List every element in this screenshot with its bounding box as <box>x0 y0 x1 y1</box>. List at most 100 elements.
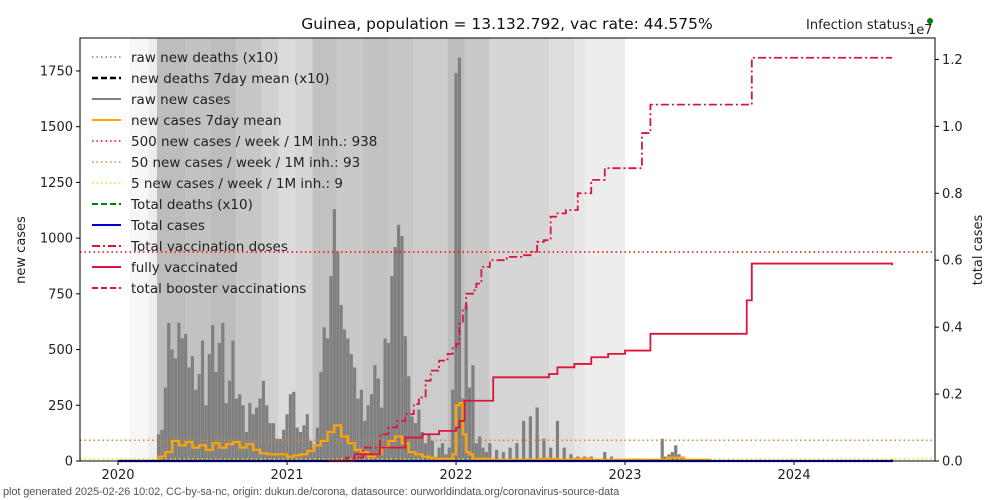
raw-new-cases-bar <box>170 349 174 461</box>
legend: raw new deaths (x10) new deaths 7day mean… <box>92 50 377 297</box>
chart-title: Guinea, population = 13.132.792, vac rat… <box>301 15 713 33</box>
raw-new-cases-bar <box>569 454 573 461</box>
y-tick-label: 250 <box>48 399 73 414</box>
raw-new-cases-bar <box>214 371 218 461</box>
legend-label: raw new cases <box>131 92 230 108</box>
raw-new-cases-bar <box>359 389 363 461</box>
y-tick-label-right: 0.8 <box>942 187 963 202</box>
raw-new-cases-bar <box>424 443 428 461</box>
raw-new-cases-bar <box>217 342 222 461</box>
raw-new-cases-bar <box>332 209 336 461</box>
legend-label: 50 new cases / week / 1M inh.: 93 <box>131 155 360 171</box>
raw-new-cases-bar <box>184 333 188 461</box>
y-tick-label-right: 0.6 <box>942 254 963 269</box>
raw-new-cases-bar <box>484 452 489 461</box>
raw-new-cases-bar <box>447 447 451 461</box>
background-band <box>413 38 448 461</box>
raw-new-cases-bar <box>238 394 242 461</box>
legend-label: 500 new cases / week / 1M inh.: 938 <box>131 134 377 150</box>
raw-new-cases-bar <box>234 398 238 461</box>
raw-new-cases-bar <box>325 338 330 461</box>
raw-new-cases-bar <box>501 452 505 461</box>
raw-new-cases-bar <box>241 405 245 461</box>
raw-new-cases-bar <box>302 425 306 461</box>
raw-new-cases-bar <box>282 429 286 461</box>
x-tick-label: 2024 <box>778 468 811 483</box>
raw-new-cases-bar <box>173 358 178 461</box>
new-cases-7day-mean-line <box>118 401 711 463</box>
background-band <box>278 38 296 461</box>
raw-new-cases-bar <box>464 304 468 461</box>
raw-new-cases-bar <box>396 224 401 461</box>
raw-new-cases-bar <box>336 251 340 461</box>
plot-frame <box>79 37 936 462</box>
raw-new-cases-bar <box>369 394 374 461</box>
background-band <box>489 38 549 461</box>
raw-new-cases-bar <box>194 389 198 461</box>
y-tick-label: 1500 <box>40 120 73 135</box>
background-band <box>584 38 626 461</box>
raw-new-cases-bar <box>163 387 167 461</box>
raw-new-cases-bar <box>224 403 228 461</box>
raw-new-cases-bar <box>407 376 411 461</box>
y-axis-title-right: total cases <box>971 215 986 286</box>
footer-credit: plot generated 2025-02-26 10:02, CC-by-s… <box>3 486 620 498</box>
raw-new-cases-bar <box>410 416 414 461</box>
raw-new-cases-bar <box>417 409 421 461</box>
raw-new-cases-bar <box>156 434 161 461</box>
raw-new-cases-bar <box>366 405 370 461</box>
legend-label: raw new deaths (x10) <box>131 50 278 66</box>
y-tick-label-right: 0.2 <box>942 388 963 403</box>
raw-new-cases-bar <box>420 432 424 461</box>
raw-new-cases-bar <box>522 420 526 461</box>
raw-new-cases-bar <box>444 454 448 461</box>
raw-new-cases-bar <box>670 452 674 461</box>
raw-new-cases-bar <box>353 367 357 461</box>
raw-new-cases-bar <box>211 325 215 461</box>
y-axis-right: 0.0 0.2 0.4 0.6 0.8 1.0 1.2 <box>935 53 963 470</box>
raw-new-cases-bar <box>329 276 333 461</box>
raw-new-cases-bar <box>292 391 296 461</box>
raw-new-cases-bar <box>390 276 394 461</box>
raw-new-cases-bar <box>288 394 293 461</box>
legend-label: Total vaccination doses <box>130 239 288 255</box>
raw-new-cases-bar <box>315 427 320 461</box>
raw-new-cases-bar <box>346 338 350 461</box>
background-band <box>295 38 313 461</box>
raw-new-cases-bar <box>380 407 384 461</box>
legend-label: new deaths 7day mean (x10) <box>131 71 330 87</box>
raw-new-cases-bar <box>528 416 533 461</box>
raw-new-cases-bar <box>386 342 391 461</box>
raw-new-cases-bar <box>603 452 607 461</box>
raw-new-cases-bar <box>376 378 380 461</box>
raw-new-cases-bar <box>481 447 485 461</box>
raw-new-cases-bar <box>271 423 276 461</box>
y-tick-label-right: 0.0 <box>942 455 963 470</box>
raw-new-cases-bar <box>319 371 323 461</box>
raw-new-cases-bar <box>268 423 272 461</box>
legend-label: total booster vaccinations <box>131 281 306 297</box>
raw-new-cases-bar <box>454 73 458 461</box>
infection-status-indicator <box>927 18 933 24</box>
raw-new-cases-bar <box>356 398 360 461</box>
y-tick-label: 1750 <box>40 64 73 79</box>
raw-new-cases-bar <box>488 443 492 461</box>
y-tick-label: 500 <box>48 343 73 358</box>
raw-new-cases-bar <box>373 365 377 461</box>
raw-new-cases-bar <box>515 443 519 461</box>
raw-new-cases-bars <box>156 57 688 462</box>
raw-new-cases-bar <box>494 449 499 461</box>
raw-new-cases-bar <box>285 414 289 461</box>
x-tick-label: 2022 <box>439 468 472 483</box>
raw-new-cases-bar <box>383 338 387 461</box>
raw-new-cases-bar <box>204 405 208 461</box>
background-band <box>261 38 279 461</box>
background-band <box>129 38 149 461</box>
raw-new-cases-bar <box>478 436 482 461</box>
raw-new-cases-bar <box>278 438 282 461</box>
raw-new-cases-bar <box>295 427 299 461</box>
y-tick-label: 1000 <box>40 232 73 247</box>
raw-new-cases-bar <box>275 438 279 461</box>
raw-new-cases-bar <box>413 423 418 461</box>
